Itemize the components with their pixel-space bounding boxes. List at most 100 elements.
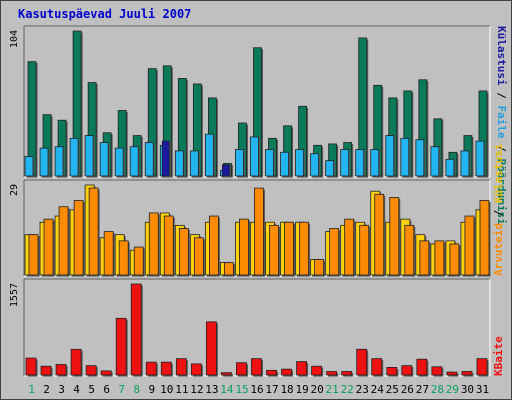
host-count-bar	[344, 218, 355, 276]
files-bar	[250, 136, 259, 177]
kbytes-bar	[281, 368, 292, 376]
kbytes-bar	[115, 317, 127, 376]
host-count-bar	[404, 224, 415, 276]
day-label: 6	[103, 383, 110, 396]
files-bar	[295, 149, 304, 177]
files-bar	[475, 140, 485, 177]
visits-right-label-part: Külastusi	[492, 143, 505, 203]
visits-ymax-label: 29	[9, 184, 20, 196]
kbytes-ymax-label: 1557	[9, 283, 20, 307]
day-label: 23	[356, 383, 369, 396]
kbytes-bar	[55, 364, 67, 376]
kbytes-bar	[205, 321, 217, 376]
files-bar	[400, 137, 410, 177]
files-bar	[415, 139, 425, 177]
hits-right-label-part: Pöördumisi	[495, 158, 508, 225]
host-count-bar	[449, 243, 460, 276]
kbytes-bar	[386, 367, 398, 376]
day-label: 21	[326, 383, 339, 396]
day-label: 5	[88, 383, 95, 396]
day-label: 26	[401, 383, 414, 396]
host-count-bar	[28, 234, 39, 276]
host-count-bar	[464, 215, 475, 276]
files-bar	[430, 146, 440, 177]
day-label: 25	[386, 383, 399, 396]
files-bar	[310, 153, 320, 177]
host-count-bar	[58, 206, 69, 276]
kbytes-bar	[236, 362, 247, 376]
host-count-bar	[224, 262, 234, 276]
kbytes-bar	[431, 366, 443, 376]
kbytes-bar	[40, 365, 52, 376]
day-label: 8	[133, 383, 140, 396]
kbytes-bar	[266, 369, 277, 376]
day-label: 20	[311, 383, 324, 396]
host-count-bar	[88, 187, 99, 276]
day-label: 24	[371, 383, 385, 396]
day-label: 11	[175, 383, 188, 396]
files-bar	[69, 137, 79, 177]
day-label: 18	[280, 383, 293, 396]
host-count-bar	[479, 200, 490, 276]
host-count-bar	[208, 215, 219, 276]
files-bar	[445, 158, 455, 177]
kbytes-bar	[221, 372, 232, 376]
files-bar	[280, 151, 289, 177]
files-bar	[325, 160, 335, 177]
files-bar	[39, 147, 49, 177]
visits-bar	[161, 140, 170, 177]
day-label: 22	[341, 383, 354, 396]
files-bar	[370, 149, 380, 177]
files-bar	[235, 149, 244, 177]
day-label: 30	[461, 383, 474, 396]
files-bar	[265, 149, 274, 177]
files-bar	[189, 150, 199, 177]
kbytes-bar	[341, 371, 353, 376]
files-bar	[54, 146, 64, 177]
host-count-bar	[178, 228, 189, 276]
files-bar	[355, 149, 365, 177]
host-count-bar	[374, 193, 385, 276]
hits-right-label-part: Külastusi	[495, 26, 508, 86]
kbytes-bar	[326, 371, 338, 376]
kbytes-bar	[130, 283, 142, 376]
files-bar	[24, 156, 34, 177]
files-bar	[340, 149, 350, 177]
day-label: 12	[190, 383, 203, 396]
kbytes-bar	[461, 371, 473, 376]
day-label: 31	[476, 383, 489, 396]
files-bar	[84, 135, 94, 177]
hits-right-label-part: /	[495, 139, 508, 159]
kbytes-bar	[85, 365, 97, 376]
day-label: 9	[148, 383, 155, 396]
host-count-bar	[434, 240, 445, 276]
visits-bar	[222, 164, 230, 177]
kbytes-bar	[175, 358, 187, 376]
files-bar	[385, 135, 395, 177]
visits-right-label-part: Arvuteid	[492, 223, 505, 276]
kbytes-bar	[446, 371, 458, 376]
host-count-bar	[254, 187, 264, 276]
day-label: 14	[220, 383, 234, 396]
hits-right-label: Külastusi / Faile / Pöördumisi	[495, 26, 508, 225]
hits-ymax-label: 104	[9, 30, 20, 48]
host-count-bar	[329, 228, 340, 276]
visits-right-label-part: /	[492, 203, 505, 223]
host-count-bar	[389, 197, 400, 276]
visits-right-label: Arvuteid / Külastusi	[492, 143, 505, 276]
kbytes-bar	[356, 348, 368, 376]
kbytes-bar	[311, 365, 323, 376]
day-label: 1	[28, 383, 35, 396]
day-label: 29	[446, 383, 459, 396]
day-label: 16	[250, 383, 263, 396]
host-count-bar	[419, 240, 430, 276]
host-count-bar	[133, 246, 144, 276]
kbytes-bar	[371, 358, 383, 376]
day-label: 2	[43, 383, 50, 396]
day-labels: 1 2 3 4 5 6 7 8 9 10 11 12 13 14 15 16 17 18 19 20 21 22 23 24 2…	[28, 383, 489, 396]
day-label: 17	[265, 383, 278, 396]
day-label: 3	[58, 383, 65, 396]
day-label: 7	[118, 383, 125, 396]
